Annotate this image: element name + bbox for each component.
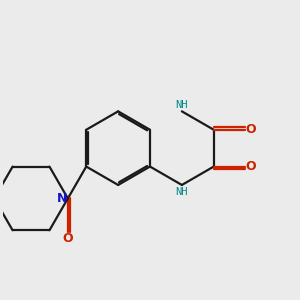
Text: N: N xyxy=(57,192,67,205)
Text: O: O xyxy=(62,232,73,245)
Text: O: O xyxy=(245,123,256,136)
Text: NH: NH xyxy=(176,187,188,197)
Text: NH: NH xyxy=(176,100,188,110)
Text: O: O xyxy=(245,160,256,173)
